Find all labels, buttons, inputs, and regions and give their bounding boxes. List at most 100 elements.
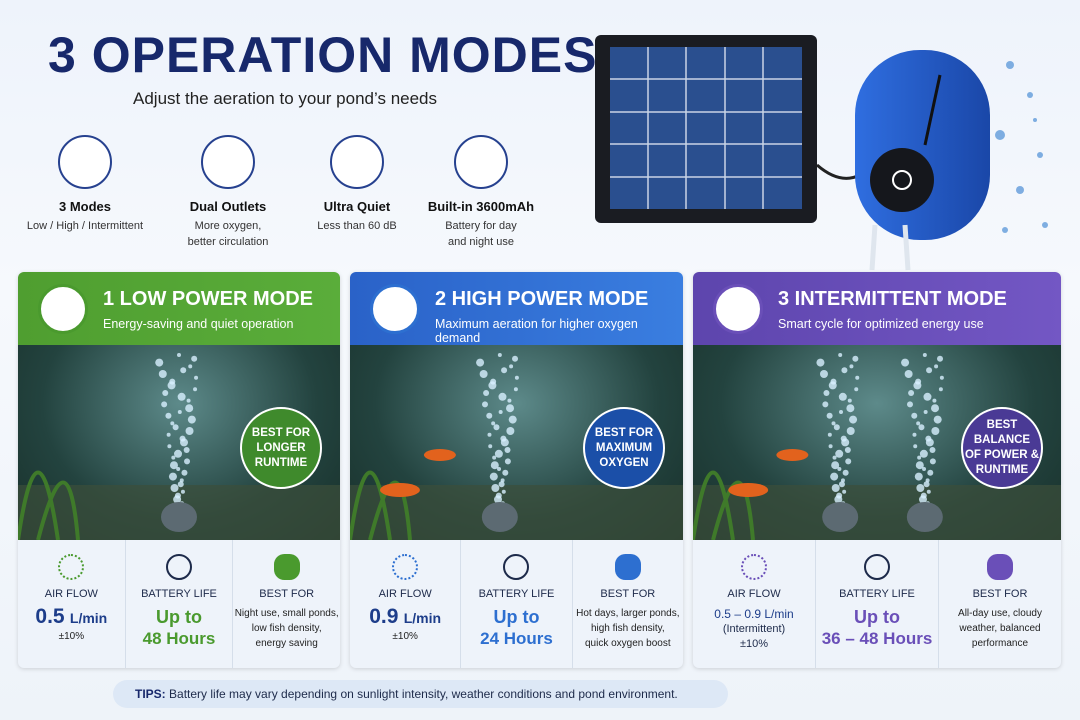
feature-desc: Less than 60 dB [317,220,397,232]
best-for-line: weather, balanced [959,623,1041,634]
stat-label: BATTERY LIFE [141,588,217,600]
best-for-line: Night use, small ponds, [234,608,339,619]
feature: Built-in 3600mAh Battery for day and night… [401,135,561,250]
air-flow-value: 0.5 – 0.9 L/min [693,606,815,622]
badge-line: RUNTIME [975,464,1029,476]
air-flow-value: 0.5 L/min [18,606,125,629]
battery: BATTERY LIFE Up to 36 – 48 Hours [815,540,938,668]
badge: BEST BALANCE OF POWER & RUNTIME [961,407,1043,489]
feature-icon [454,135,508,189]
air-flow-number: 0.5 – 0.9 [714,607,762,621]
feature-title: Built-in 3600mAh [427,199,535,214]
battery-line: 48 Hours [142,629,216,648]
best-for-line: Hot days, larger ponds, [576,608,680,619]
stat-label: AIR FLOW [727,588,781,600]
feature: Dual Outlets More oxygen, better circulati… [148,135,308,250]
best-for-line: All-day use, cloudy [958,608,1042,619]
stats: AIR FLOW 0.5 L/min ±10% BATTERY LIFE Up to 48… [18,540,340,668]
mode-title: 2 HIGH POWER MODE [435,288,649,310]
badge-line: BEST FOR [251,426,311,439]
badge-line: MAXIMUM [595,441,653,454]
air-flow-number: 0.5 [35,605,65,628]
mode-subtitle: Energy-saving and quiet operation [103,317,294,331]
feature-desc: More oxygen, [194,220,262,232]
battery: BATTERY LIFE Up to 24 Hours [460,540,571,668]
best-for-line: high fish density, [590,623,665,634]
battery-line: Up to [493,607,540,627]
battery-line: 24 Hours [480,629,553,648]
bubbles [350,353,683,540]
stat-icon [392,554,419,580]
badge-line: LONGER [256,441,306,454]
air-flow: AIR FLOW 0.5 – 0.9 L/min (Intermittent) ±10… [693,540,815,668]
feature-title: 3 Modes [58,199,111,214]
feature-desc: Battery for day [445,220,517,232]
air-flow-unit: L/min [69,610,108,626]
stats: AIR FLOW 0.9 L/min ±10% BATTERY LIFE Up to 24… [350,540,683,668]
best-for: BEST FOR Hot days, larger ponds, high fish… [571,540,683,668]
stat-icon [273,554,300,580]
stat-icon [614,554,641,580]
stat-label: BATTERY LIFE [839,588,915,600]
tips-text: Battery life may vary depending on sunli… [169,687,678,701]
stat-icon [864,554,890,580]
stat-label: BEST FOR [259,588,315,600]
badge-line: BEST [986,419,1018,431]
stat-icon [58,554,85,580]
battery: BATTERY LIFE Up to 48 Hours [124,540,233,668]
badge: BEST FOR MAXIMUM OXYGEN [583,407,665,489]
best-for-line: quick oxygen boost [585,638,671,649]
stat-icon [741,554,767,580]
mode-subtitle: Smart cycle for optimized energy use [778,317,984,331]
feature-desc: better circulation [187,236,269,248]
best-for: BEST FOR Night use, small ponds, low fish … [232,540,340,668]
tips-label: TIPS: [135,687,166,701]
best-for-line: energy saving [255,638,318,649]
mode-header: 2 HIGH POWER MODE Maximum aeration for hi… [350,272,683,345]
mode-card: 3 INTERMITTENT MODE Smart cycle for optim… [693,272,1061,668]
mode-icon [713,284,763,334]
battery-line: Up to [854,607,900,627]
battery-line: Up to [156,607,202,627]
mode-card: 2 HIGH POWER MODE Maximum aeration for hi… [350,272,683,668]
bubbles [693,353,1061,540]
battery-line: 36 – 48 Hours [821,629,933,648]
best-for: BEST FOR All-day use, cloudy weather, bala… [938,540,1061,668]
air-flow-note: ±10% [392,631,418,642]
stat-label: BEST FOR [600,588,656,600]
air-flow-unit: L/min [764,607,794,621]
stat-label: BEST FOR [972,588,1028,600]
mode-title: 3 INTERMITTENT MODE [778,288,1007,310]
mode-subtitle: Maximum aeration for higher oxygen deman… [435,317,638,345]
mode-icon [370,284,420,334]
best-for-line: low fish density, [251,623,322,634]
feature-icon [330,135,384,189]
air-flow: AIR FLOW 0.5 L/min ±10% [18,540,125,668]
air-flow-note: ±10% [58,631,85,642]
stat-label: AIR FLOW [378,588,432,600]
stats: AIR FLOW 0.5 – 0.9 L/min (Intermittent) ±10… [693,540,1061,668]
badge-line: RUNTIME [254,456,308,469]
feature-desc: and night use [447,236,515,248]
stat-label: BATTERY LIFE [478,588,555,600]
stat-icon [503,554,530,580]
mode-icon [38,284,88,334]
feature-title: Dual Outlets [189,199,267,214]
mode-header: 3 INTERMITTENT MODE Smart cycle for optim… [693,272,1061,345]
title: 3 OPERATION MODES [48,27,598,83]
stat-label: AIR FLOW [44,588,98,600]
product-image [595,35,1048,271]
mode-title: 1 LOW POWER MODE [103,288,313,310]
air-flow-unit: L/min [403,610,442,626]
mode-header: 1 LOW POWER MODE Energy-saving and quiet … [18,272,340,345]
pond-scene: BEST BALANCE OF POWER & RUNTIME [693,345,1061,540]
air-flow-number: 0.9 [369,605,399,628]
stat-icon [166,554,192,580]
best-for-line: performance [971,638,1029,649]
badge-line: BALANCE [973,434,1031,446]
badge-line: BEST FOR [594,426,654,439]
mode-card: 1 LOW POWER MODE Energy-saving and quiet … [18,272,340,668]
feature-icon [201,135,255,189]
feature: 3 Modes Low / High / Intermittent [5,135,165,234]
